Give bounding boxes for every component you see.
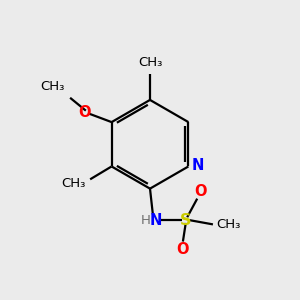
Text: CH₃: CH₃ [61, 177, 86, 190]
Text: CH₃: CH₃ [40, 80, 65, 93]
Text: O: O [194, 184, 206, 199]
Text: N: N [191, 158, 204, 172]
Text: O: O [78, 105, 91, 120]
Text: S: S [180, 213, 191, 228]
Text: H: H [141, 214, 151, 226]
Text: CH₃: CH₃ [216, 218, 240, 231]
Text: CH₃: CH₃ [138, 56, 162, 69]
Text: N: N [149, 213, 162, 228]
Text: O: O [177, 242, 189, 257]
